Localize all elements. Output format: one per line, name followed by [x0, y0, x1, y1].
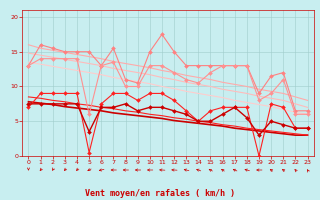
Text: Vent moyen/en rafales ( km/h ): Vent moyen/en rafales ( km/h ) — [85, 189, 235, 198]
